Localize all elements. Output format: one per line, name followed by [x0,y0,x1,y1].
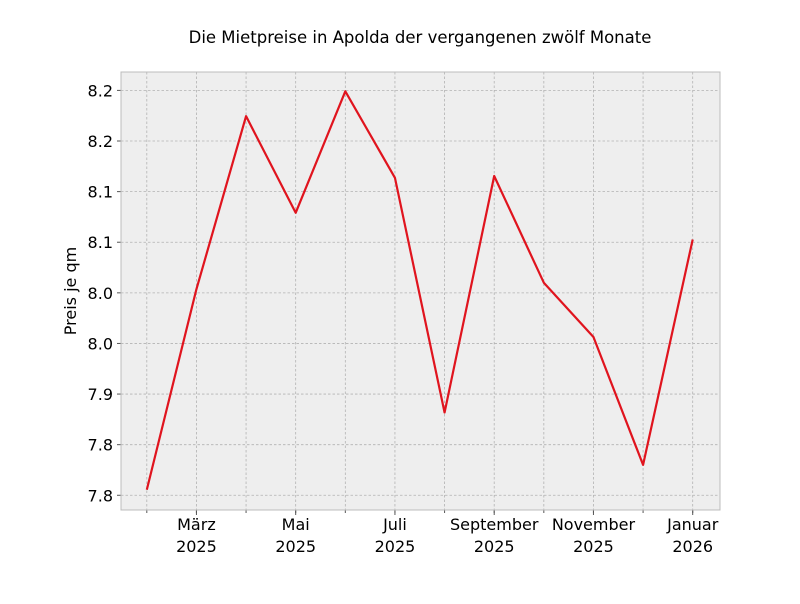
x-tick-label: 2025 [573,537,614,556]
x-tick-label: März [177,515,216,534]
plot-frame [120,71,721,511]
y-tick-label: 8.1 [88,183,113,202]
y-tick-label: 8.0 [88,334,113,353]
y-tick-label: 8.2 [88,81,113,100]
chart-title: Die Mietpreise in Apolda der vergangenen… [189,28,652,47]
x-tick-label: November [552,515,636,534]
y-tick-label: 8.1 [88,233,113,252]
x-tick-label: 2025 [275,537,316,556]
y-tick-label: 8.2 [88,132,113,151]
x-tick-label: 2025 [375,537,416,556]
y-tick-label: 7.8 [88,436,113,455]
x-tick-label: September [450,515,539,534]
y-tick-label: 7.8 [88,486,113,505]
x-tick-label: 2025 [474,537,515,556]
y-axis-label: Preis je qm [61,247,80,335]
x-tick-label: Mai [282,515,310,534]
x-tick-label: 2025 [176,537,217,556]
plot-area [121,72,720,510]
x-tick-label: Januar [666,515,719,534]
y-tick-label: 7.9 [88,385,113,404]
data-line [145,90,694,491]
y-tick-label: 8.0 [88,284,113,303]
x-tick-label: 2026 [672,537,713,556]
x-tick-label: Juli [382,515,407,534]
